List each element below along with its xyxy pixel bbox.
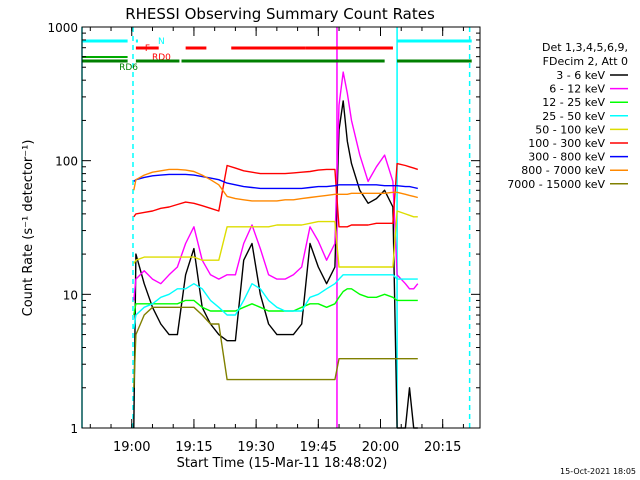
legend: Det 1,3,4,5,6,9, FDecim 2, Att 0 3 - 6 k… — [507, 41, 628, 191]
legend-label-8: 7000 - 15000 keV — [507, 178, 605, 191]
legend-label-3: 25 - 50 keV — [542, 110, 605, 123]
x-tick-label-4: 20:00 — [362, 440, 399, 455]
y-tick-label-3: 1000 — [47, 21, 78, 35]
status-label-f: F — [145, 44, 150, 54]
series-line-8 — [133, 306, 418, 388]
series-line-1 — [133, 71, 419, 301]
y-tick-label-2: 100 — [55, 155, 78, 169]
series-line-7 — [133, 168, 418, 202]
legend-label-7: 800 - 7000 keV — [521, 164, 605, 177]
legend-label-6: 300 - 800 keV — [528, 151, 605, 164]
status-label-rd6: RD6 — [119, 63, 138, 73]
chart-title: RHESSI Observing Summary Count Rates — [125, 5, 435, 23]
y-tick-label-1: 10 — [63, 288, 78, 302]
x-tick-label-0: 19:00 — [113, 440, 150, 455]
y-axis-label: Count Rate (s⁻¹ detector⁻¹) — [21, 140, 36, 317]
series-line-4 — [133, 210, 418, 268]
legend-header-line-1: Det 1,3,4,5,6,9, — [542, 41, 628, 54]
x-tick-label-2: 19:30 — [237, 440, 274, 455]
series-line-6 — [133, 173, 418, 190]
legend-label-4: 50 - 100 keV — [535, 123, 605, 136]
legend-header-line-2: FDecim 2, Att 0 — [543, 55, 628, 68]
series-line-3 — [133, 274, 418, 330]
legend-label-0: 3 - 6 keV — [556, 69, 605, 82]
legend-label-1: 6 - 12 keV — [549, 83, 605, 96]
series-line-5 — [133, 162, 419, 228]
x-tick-label-1: 19:15 — [175, 440, 212, 455]
x-tick-label-3: 19:45 — [300, 440, 337, 455]
x-axis-label: Start Time (15-Mar-11 18:48:02) — [177, 456, 388, 471]
footer-date: 15-Oct-2021 18:05 — [560, 467, 636, 476]
x-tick-label-5: 20:15 — [424, 440, 461, 455]
status-label-n: N — [158, 37, 165, 47]
legend-label-2: 12 - 25 keV — [542, 96, 605, 109]
status-label-rd0: RD0 — [152, 53, 171, 63]
series-line-0 — [133, 100, 418, 429]
plot-frame — [81, 26, 481, 429]
y-tick-label-0: 1 — [70, 422, 78, 436]
legend-label-5: 100 - 300 keV — [528, 137, 605, 150]
series-line-2 — [133, 288, 418, 316]
